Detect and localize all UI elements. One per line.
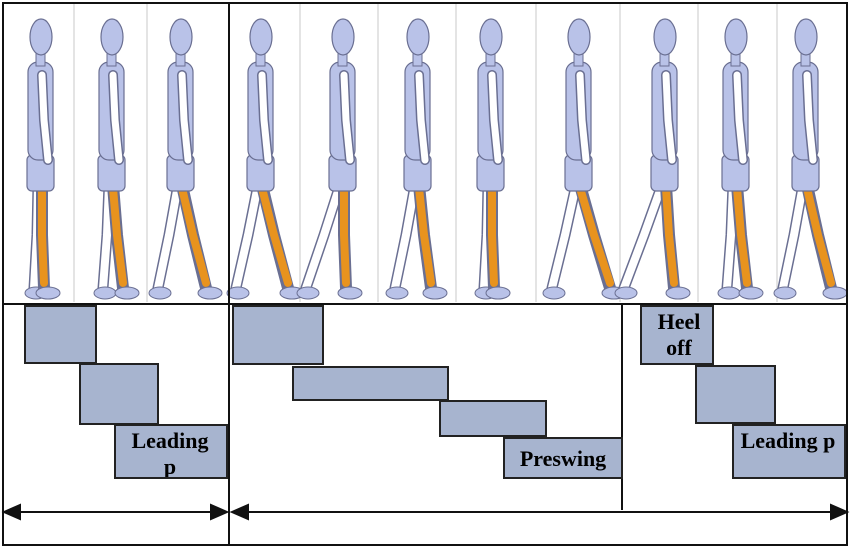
back-foot [542,286,566,300]
walking-figure [773,18,848,300]
front-leg-highlight [258,184,292,287]
section-divider-left [228,2,230,546]
front-leg-highlight [803,184,835,287]
walking-figure [614,18,691,300]
arm-fill [109,71,123,164]
front-leg-highlight [38,184,48,287]
back-leg-fill [620,181,666,292]
walking-figure [24,18,61,300]
front-leg-highlight [576,184,614,287]
back-foot [296,286,320,300]
front-leg-highlight [178,184,210,287]
head [249,18,273,56]
back-leg-fill [154,181,182,292]
back-leg-fill [232,181,262,292]
walking-figure [474,18,511,300]
front-foot [485,286,511,300]
phase-box-middle-4: Preswing [503,437,623,479]
phase-box-right-3: Leading p [732,424,846,479]
arm-fill [258,71,272,164]
phase-box-middle-2 [292,366,449,401]
front-foot [738,286,764,300]
front-foot [114,286,140,300]
front-foot [337,286,363,300]
head [794,18,818,56]
arm-fill [576,71,590,164]
phase-label-leading-p-right: Leading p [740,428,836,453]
arm-fill [488,71,502,164]
front-leg-highlight [109,184,127,287]
phase-box-right-1: Heel off [640,305,714,365]
horizontal-divider [2,303,848,305]
back-leg-fill [779,181,807,292]
phase-box-right-2 [695,365,776,424]
arm-fill [415,71,429,164]
back-foot [148,286,172,300]
phase-box-left-2 [79,363,159,425]
back-foot [773,286,797,300]
head [406,18,430,56]
front-foot [665,286,691,300]
head [169,18,193,56]
phase-box-middle-3 [439,400,547,437]
arm-fill [803,71,817,164]
head [100,18,124,56]
front-leg-highlight [488,184,498,287]
head [724,18,748,56]
front-leg-highlight [415,184,435,287]
arm-fill [340,71,354,164]
phase-box-middle-1 [232,305,324,365]
head [479,18,503,56]
back-leg-fill [548,181,580,292]
front-foot [422,286,448,300]
phase-label-preswing: Preswing [519,446,607,471]
back-foot [614,286,638,300]
arm-fill [733,71,747,164]
phase-box-left-3: Leading p [114,424,228,479]
head [331,18,355,56]
walking-figure [385,18,448,300]
phase-label-heel-off: Heel off [657,309,701,360]
front-leg-highlight [662,184,678,287]
back-leg-fill [302,181,344,292]
front-leg-highlight [340,184,350,287]
walking-figure [93,18,140,300]
front-foot [197,286,223,300]
walking-figure [296,18,363,300]
arm-fill [662,71,676,164]
back-foot [226,286,250,300]
walking-figure [226,18,305,300]
arm-fill [178,71,192,164]
back-leg-fill [391,181,419,292]
walking-figure [542,18,627,300]
phase-label-leading-p-left: Leading p [131,428,209,479]
phase-box-left-1 [24,305,97,364]
walking-figure [148,18,223,300]
head [567,18,591,56]
head [29,18,53,56]
front-foot [35,286,61,300]
back-foot [385,286,409,300]
head [653,18,677,56]
section-divider-right [621,305,623,510]
arm-fill [38,71,52,164]
front-leg-highlight [733,184,751,287]
walking-figure [717,18,764,300]
